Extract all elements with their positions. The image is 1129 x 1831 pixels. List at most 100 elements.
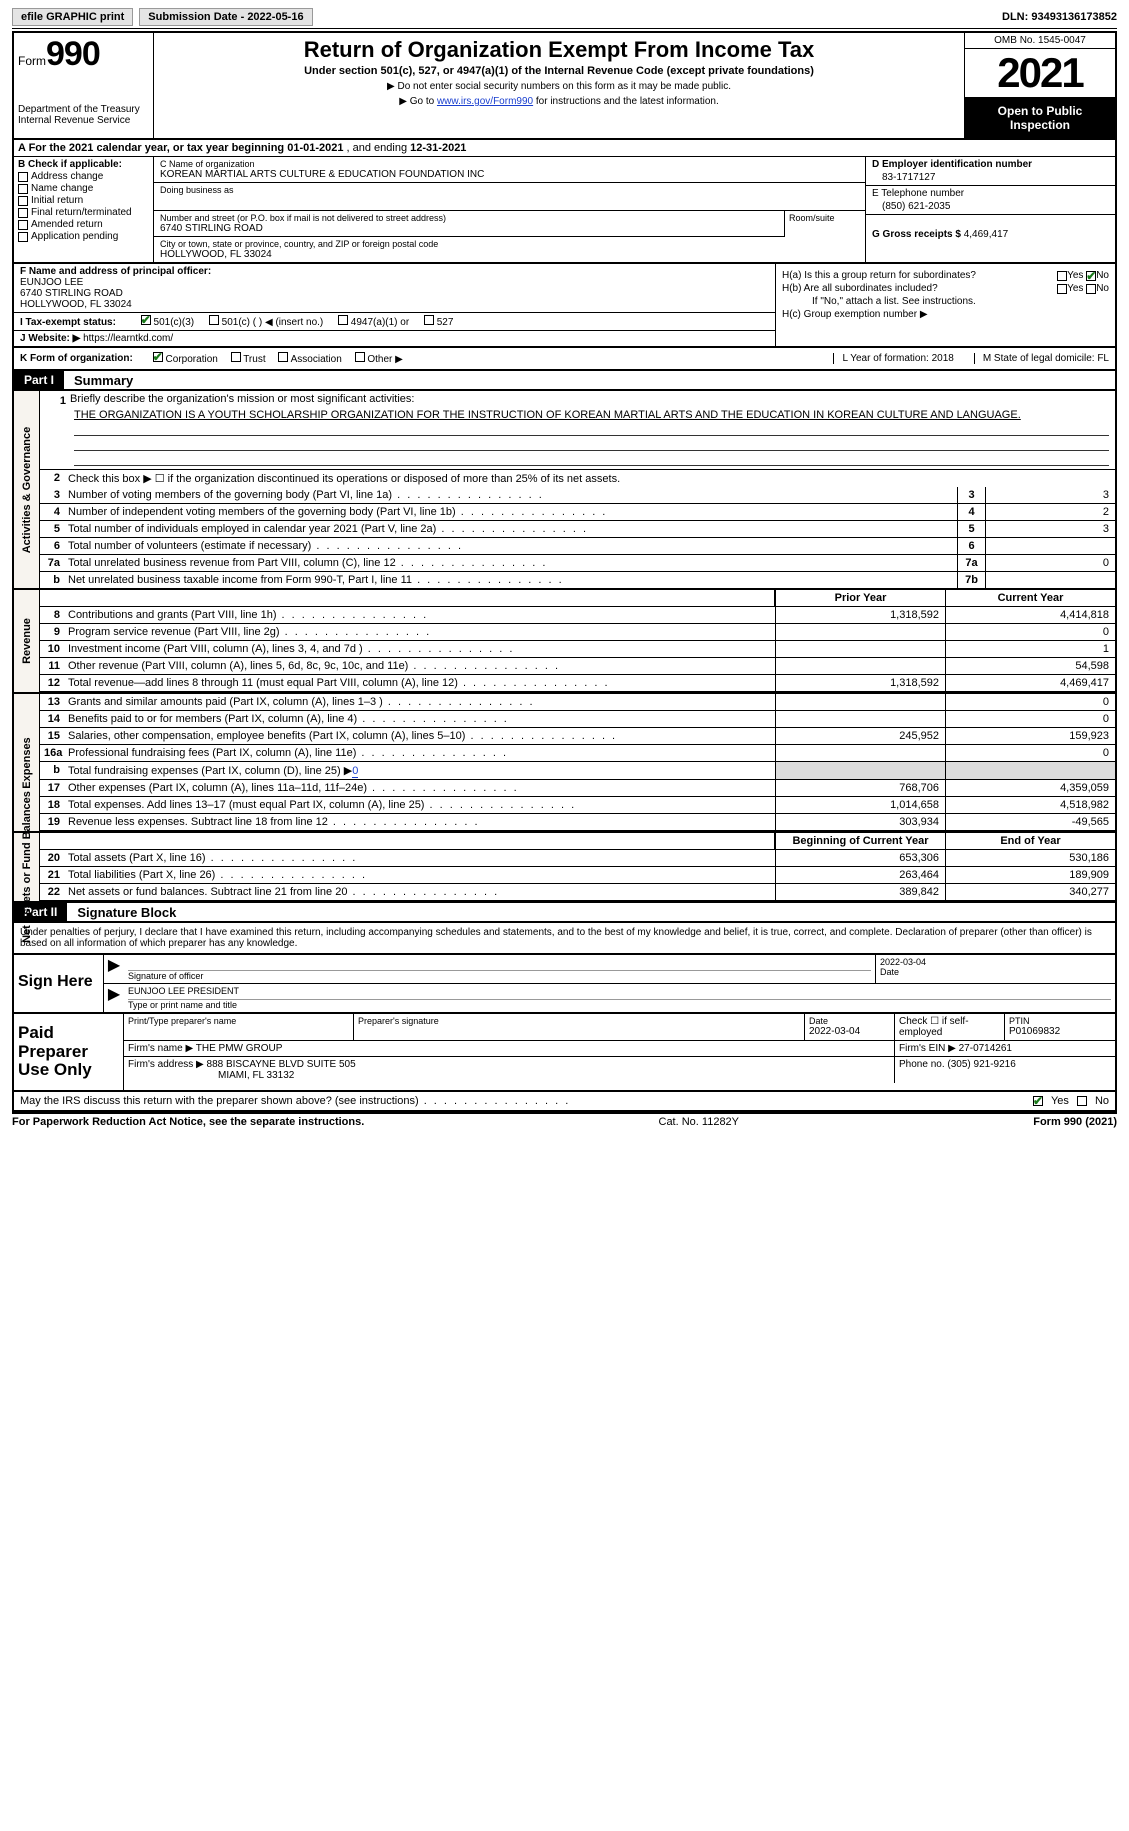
- form-number: 990: [46, 35, 100, 73]
- expenses-label: Expenses: [21, 737, 33, 788]
- line-4-text: Number of independent voting members of …: [64, 504, 957, 520]
- h-c-question: H(c) Group exemption number ▶: [782, 309, 1109, 320]
- firm-phone-value: (305) 921-9216: [947, 1059, 1015, 1070]
- line-22-current: 340,277: [945, 884, 1115, 900]
- paid-preparer-label: Paid Preparer Use Only: [14, 1014, 124, 1090]
- line-8-text: Contributions and grants (Part VIII, lin…: [64, 607, 775, 623]
- line-6-value: [985, 538, 1115, 554]
- h-b-yes-checkbox[interactable]: [1057, 284, 1067, 294]
- check-name-change[interactable]: [18, 184, 28, 194]
- may-irs-question: May the IRS discuss this return with the…: [20, 1095, 570, 1107]
- ein-label: D Employer identification number: [872, 159, 1109, 170]
- check-address-change[interactable]: [18, 172, 28, 182]
- check-application-pending[interactable]: [18, 232, 28, 242]
- top-bar: efile GRAPHIC print Submission Date - 20…: [12, 8, 1117, 29]
- line-6-text: Total number of volunteers (estimate if …: [64, 538, 957, 554]
- org-name-label: C Name of organization: [160, 159, 859, 169]
- may-irs-no-checkbox[interactable]: [1077, 1096, 1087, 1106]
- footer-right: Form 990 (2021): [1033, 1116, 1117, 1128]
- check-initial-return[interactable]: [18, 196, 28, 206]
- h-a-yes-checkbox[interactable]: [1057, 271, 1067, 281]
- line-8-current: 4,414,818: [945, 607, 1115, 623]
- line-11-text: Other revenue (Part VIII, column (A), li…: [64, 658, 775, 674]
- line-22-prior: 389,842: [775, 884, 945, 900]
- org-form-opt-3[interactable]: [355, 352, 365, 362]
- activities-governance-label: Activities & Governance: [21, 426, 33, 553]
- line-19-current: -49,565: [945, 814, 1115, 830]
- line-21-prior: 263,464: [775, 867, 945, 883]
- line-5-text: Total number of individuals employed in …: [64, 521, 957, 537]
- date-label: Date: [880, 967, 1111, 977]
- footer-left: For Paperwork Reduction Act Notice, see …: [12, 1116, 364, 1128]
- firm-address-2: MIAMI, FL 33132: [128, 1070, 890, 1081]
- gross-receipts-label: G Gross receipts $: [872, 229, 961, 240]
- line-16a-current: 0: [945, 745, 1115, 761]
- tax-exempt-status-row: I Tax-exempt status: 501(c)(3) 501(c) ( …: [14, 313, 775, 331]
- city-value: HOLLYWOOD, FL 33024: [160, 249, 859, 260]
- form-note-1: ▶ Do not enter social security numbers o…: [160, 81, 958, 92]
- prior-year-header: Prior Year: [775, 590, 945, 606]
- part-i-header: Part I: [14, 371, 64, 389]
- submission-date-button[interactable]: Submission Date - 2022-05-16: [139, 8, 312, 26]
- line-16a-text: Professional fundraising fees (Part IX, …: [64, 745, 775, 761]
- check-amended-return[interactable]: [18, 220, 28, 230]
- line-12-text: Total revenue—add lines 8 through 11 (mu…: [64, 675, 775, 691]
- line-22-text: Net assets or fund balances. Subtract li…: [64, 884, 775, 900]
- line-20-text: Total assets (Part X, line 16): [64, 850, 775, 866]
- signature-date: 2022-03-04: [880, 957, 1111, 967]
- line-14-prior: [775, 711, 945, 727]
- line-2-text: Check this box ▶ ☐ if the organization d…: [64, 470, 1115, 487]
- room-suite-label: Room/suite: [785, 211, 865, 237]
- part-ii-title: Signature Block: [67, 905, 176, 920]
- typed-name-value: EUNJOO LEE PRESIDENT: [128, 986, 1111, 1000]
- dept-label: Department of the Treasury Internal Reve…: [18, 104, 149, 126]
- line-8-prior: 1,318,592: [775, 607, 945, 623]
- tax-status-opt-2[interactable]: [338, 315, 348, 325]
- check-final-return-terminated[interactable]: [18, 208, 28, 218]
- tax-status-opt-0[interactable]: [141, 315, 151, 325]
- year-formation: L Year of formation: 2018: [833, 353, 953, 364]
- tax-status-opt-1[interactable]: [209, 315, 219, 325]
- line-10-text: Investment income (Part VIII, column (A)…: [64, 641, 775, 657]
- h-b-no-checkbox[interactable]: [1086, 284, 1096, 294]
- form-title: Return of Organization Exempt From Incom…: [160, 37, 958, 63]
- line-15-current: 159,923: [945, 728, 1115, 744]
- irs-link[interactable]: www.irs.gov/Form990: [437, 96, 533, 107]
- line-21-current: 189,909: [945, 867, 1115, 883]
- line-15-prior: 245,952: [775, 728, 945, 744]
- revenue-label: Revenue: [21, 618, 33, 664]
- h-a-no-checkbox[interactable]: [1086, 271, 1096, 281]
- end-year-header: End of Year: [945, 833, 1115, 849]
- website-label: J Website: ▶: [20, 333, 80, 344]
- line-17-text: Other expenses (Part IX, column (A), lin…: [64, 780, 775, 796]
- officer-label: F Name and address of principal officer:: [20, 266, 769, 277]
- current-year-header: Current Year: [945, 590, 1115, 606]
- footer-cat-no: Cat. No. 11282Y: [364, 1116, 1033, 1128]
- efile-print-button[interactable]: efile GRAPHIC print: [12, 8, 133, 26]
- street-label: Number and street (or P.O. box if mail i…: [160, 213, 778, 223]
- officer-street: 6740 STIRLING ROAD: [20, 288, 769, 299]
- officer-city: HOLLYWOOD, FL 33024: [20, 299, 769, 310]
- org-form-opt-1[interactable]: [231, 352, 241, 362]
- omb-number: OMB No. 1545-0047: [965, 33, 1115, 49]
- firm-name-value: THE PMW GROUP: [196, 1043, 283, 1054]
- form-header: Form990 Department of the Treasury Inter…: [12, 31, 1117, 140]
- line-11-prior: [775, 658, 945, 674]
- tax-status-opt-3[interactable]: [424, 315, 434, 325]
- form-note-2: ▶ Go to www.irs.gov/Form990 for instruct…: [160, 96, 958, 107]
- form-label: Form: [18, 54, 46, 68]
- line-4-value: 2: [985, 504, 1115, 520]
- line-13-current: 0: [945, 694, 1115, 710]
- line-18-prior: 1,014,658: [775, 797, 945, 813]
- mission-label: Briefly describe the organization's miss…: [70, 393, 414, 409]
- self-employed-check: Check ☐ if self-employed: [895, 1014, 1005, 1040]
- line-7a-text: Total unrelated business revenue from Pa…: [64, 555, 957, 571]
- line-5-value: 3: [985, 521, 1115, 537]
- org-form-opt-0[interactable]: [153, 352, 163, 362]
- perjury-declaration: Under penalties of perjury, I declare th…: [12, 923, 1117, 955]
- line-20-current: 530,186: [945, 850, 1115, 866]
- org-form-opt-2[interactable]: [278, 352, 288, 362]
- may-irs-yes-checkbox[interactable]: [1033, 1096, 1043, 1106]
- line-9-prior: [775, 624, 945, 640]
- line-b-text: Net unrelated business taxable income fr…: [64, 572, 957, 588]
